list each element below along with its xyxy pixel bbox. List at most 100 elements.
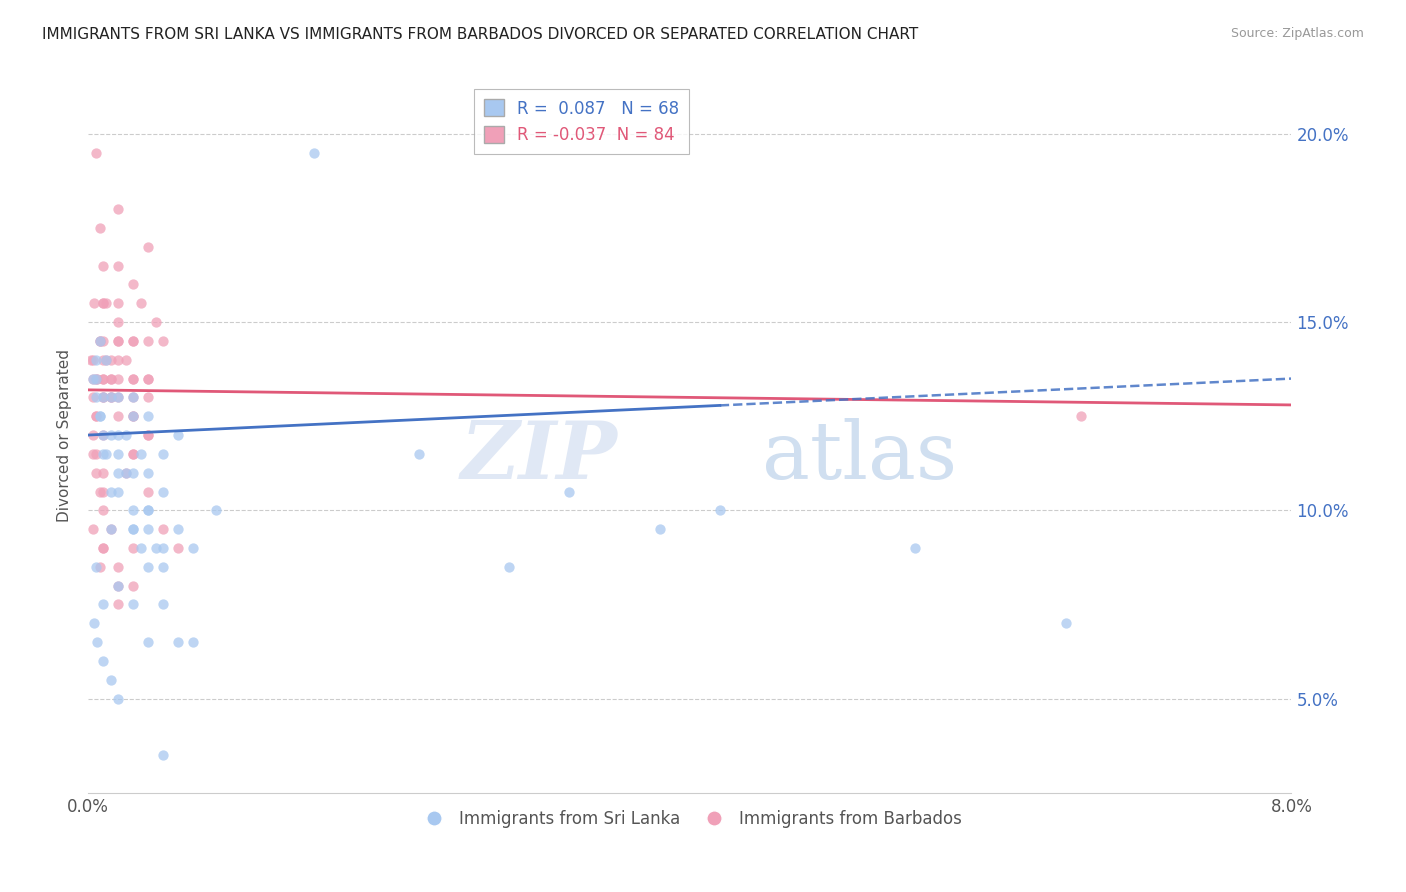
Point [100,391,122,405]
Point [83,296,105,310]
Point [91,466,114,480]
Point [107,559,129,574]
Point [91,352,114,367]
Point [107,391,129,405]
Text: Source: ZipAtlas.com: Source: ZipAtlas.com [1230,27,1364,40]
Point [167,522,190,536]
Point [152,334,174,348]
Point [122,579,145,593]
Point [96,447,118,461]
Point [107,579,129,593]
Point [122,334,145,348]
Point [152,747,174,762]
Point [145,315,167,329]
Point [122,391,145,405]
Point [82,371,104,385]
Point [145,541,167,555]
Point [136,503,159,517]
Point [167,635,190,649]
Point [136,391,159,405]
Point [122,522,145,536]
Text: atlas: atlas [762,417,957,495]
Point [122,409,145,424]
Point [114,352,136,367]
Point [91,391,114,405]
Point [122,277,145,292]
Point [100,391,122,405]
Point [136,371,159,385]
Point [129,541,152,555]
Point [91,598,114,612]
Point [84,559,107,574]
Point [89,409,111,424]
Point [100,522,122,536]
Point [122,466,145,480]
Point [91,654,114,668]
Point [152,598,174,612]
Point [648,522,671,536]
Point [100,371,122,385]
Point [107,466,129,480]
Point [107,484,129,499]
Point [100,673,122,687]
Text: ZIP: ZIP [461,417,617,495]
Point [100,391,122,405]
Point [107,352,129,367]
Point [84,466,107,480]
Point [84,409,107,424]
Point [84,391,107,405]
Point [91,428,114,442]
Point [122,541,145,555]
Point [136,428,159,442]
Point [80,352,103,367]
Point [82,522,104,536]
Point [122,522,145,536]
Point [558,484,581,499]
Point [136,466,159,480]
Point [89,559,111,574]
Point [107,598,129,612]
Point [136,635,159,649]
Point [136,484,159,499]
Point [84,145,107,160]
Point [152,522,174,536]
Point [91,371,114,385]
Point [84,352,107,367]
Point [408,447,430,461]
Point [107,334,129,348]
Point [136,522,159,536]
Point [904,541,927,555]
Point [89,334,111,348]
Point [114,466,136,480]
Point [84,371,107,385]
Point [107,296,129,310]
Point [82,371,104,385]
Point [167,541,190,555]
Point [136,503,159,517]
Point [167,428,190,442]
Point [82,391,104,405]
Point [91,428,114,442]
Point [136,409,159,424]
Point [183,541,205,555]
Point [107,579,129,593]
Point [100,484,122,499]
Point [89,409,111,424]
Point [152,559,174,574]
Point [83,616,105,631]
Point [122,598,145,612]
Point [122,409,145,424]
Point [122,503,145,517]
Point [114,466,136,480]
Point [91,391,114,405]
Point [107,259,129,273]
Point [152,447,174,461]
Point [205,503,228,517]
Point [152,484,174,499]
Point [107,315,129,329]
Point [122,409,145,424]
Point [100,428,122,442]
Point [91,371,114,385]
Point [122,334,145,348]
Point [96,352,118,367]
